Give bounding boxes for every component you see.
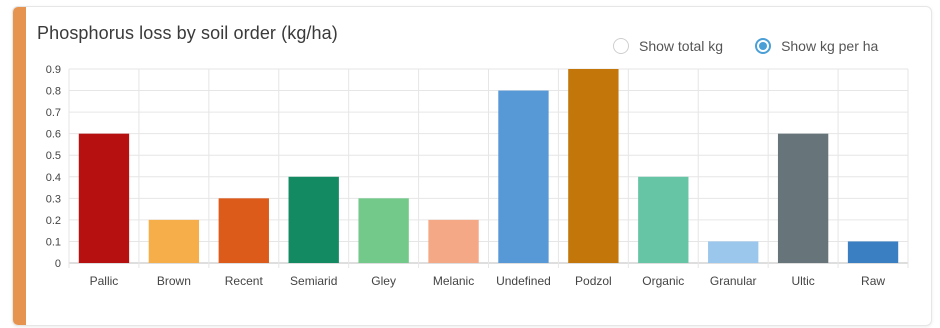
bar-organic — [638, 176, 689, 263]
bar-granular — [708, 241, 759, 263]
x-category-label: Recent — [225, 274, 264, 288]
chart-title: Phosphorus loss by soil order (kg/ha) — [37, 23, 338, 43]
bar-melanic — [428, 219, 479, 263]
option-total-kg-label: Show total kg — [639, 38, 724, 54]
y-tick-label: 0.1 — [46, 236, 61, 248]
y-tick-label: 0.7 — [46, 107, 61, 119]
radio-total-kg[interactable] — [613, 38, 629, 54]
x-category-label: Granular — [710, 274, 757, 288]
x-category-label: Undefined — [496, 274, 551, 288]
y-tick-label: 0.9 — [46, 64, 61, 76]
accent-bar — [13, 7, 26, 325]
chart-card: Phosphorus loss by soil order (kg/ha) Sh… — [12, 6, 932, 326]
x-category-label: Gley — [371, 274, 396, 288]
bar-brown — [148, 219, 200, 263]
bar-pallic — [78, 133, 130, 263]
bar-ultic — [777, 133, 829, 263]
bar-chart: 0 0.1 0.2 0.3 0.4 0.5 0.6 0.7 0.8 0.9 Pallic Brown R… — [46, 64, 909, 288]
y-tick-label: 0.4 — [46, 172, 61, 184]
y-tick-label: 0.5 — [46, 150, 61, 162]
radio-kg-per-ha[interactable] — [755, 38, 772, 54]
option-kg-per-ha[interactable]: Show kg per ha — [755, 38, 878, 54]
y-tick-label: 0.6 — [46, 129, 61, 141]
x-category-label: Melanic — [433, 274, 474, 288]
y-tick-label: 0.2 — [46, 215, 61, 227]
option-total-kg[interactable]: Show total kg — [613, 38, 723, 54]
y-tick-label: 0.3 — [46, 193, 61, 205]
display-options: Show total kg Show kg per ha — [613, 35, 910, 57]
x-category-label: Pallic — [90, 274, 119, 288]
bar-raw — [847, 241, 899, 263]
y-tick-label: 0.8 — [46, 86, 61, 98]
bar-undefined — [498, 90, 549, 263]
y-tick-label: 0 — [55, 258, 61, 270]
x-category-label: Raw — [861, 274, 885, 288]
option-kg-per-ha-label: Show kg per ha — [781, 38, 879, 54]
bar-recent — [218, 198, 269, 263]
x-category-label: Organic — [642, 274, 684, 288]
x-category-label: Ultic — [791, 274, 814, 288]
bar-podzol — [568, 69, 619, 263]
x-category-label: Brown — [157, 274, 191, 288]
bar-gley — [358, 198, 409, 263]
x-category-label: Semiarid — [290, 274, 337, 288]
bar-semiarid — [288, 176, 339, 263]
x-category-label: Podzol — [575, 274, 612, 288]
